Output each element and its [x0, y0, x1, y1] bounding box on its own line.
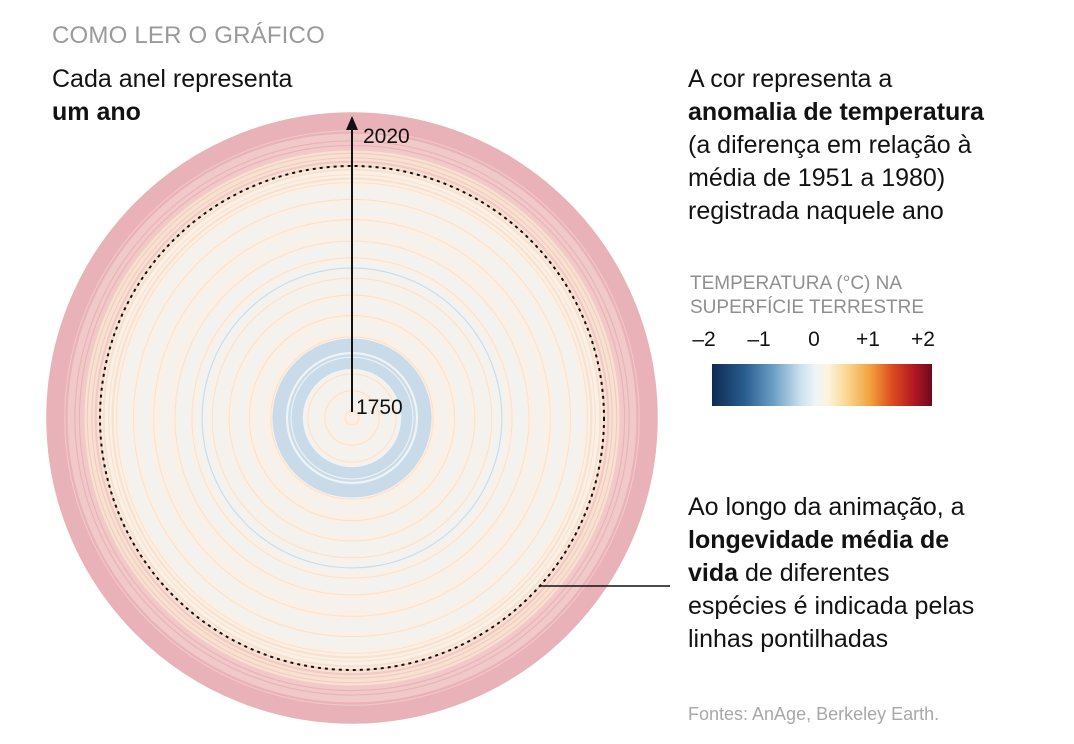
note-ring-annotation: Cada anel representa um ano [52, 63, 292, 129]
legend-title-line1: TEMPERATURA (°C) NA [690, 273, 903, 294]
note-ring-line2: um ano [52, 98, 141, 126]
year-ring [345, 411, 359, 425]
note-life-line2: longevidade média de [688, 526, 950, 554]
year-ring [46, 112, 658, 724]
note-ring-line1: Cada anel representa [52, 65, 293, 93]
note-life-line4: espécies é indicada pelas [688, 592, 975, 620]
note-color-line2: anomalia de temperatura [688, 98, 984, 126]
year-ring [47, 113, 657, 723]
color-legend: TEMPERATURA (°C) NA SUPERFÍCIE TERRESTRE… [690, 272, 970, 406]
note-color-line1: A cor representa a [688, 65, 893, 93]
year-ring [48, 114, 656, 722]
kicker-title: COMO LER O GRÁFICO [52, 22, 325, 49]
year-ring [346, 412, 358, 424]
legend-tick: +1 [856, 328, 880, 351]
source-note: Fontes: AnAge, Berkeley Earth. [688, 704, 940, 724]
lifespan-dotted-circle [99, 165, 605, 671]
legend-tick: –1 [747, 328, 771, 351]
legend-title: TEMPERATURA (°C) NA SUPERFÍCIE TERRESTRE [690, 272, 970, 320]
legend-color-bar [712, 364, 932, 406]
note-color-line4: média de 1951 a 1980) [688, 164, 946, 192]
note-color-annotation: A cor representa a anomalia de temperatu… [688, 63, 1058, 228]
legend-tick: +2 [911, 328, 935, 351]
note-color-line3: (a diferença em relação à [688, 131, 972, 159]
year-ring [347, 413, 357, 423]
year-ring [350, 416, 354, 420]
arrow-head-icon [346, 116, 358, 130]
legend-ticks: –2 –1 0 +1 +2 [690, 328, 950, 358]
year-ring [348, 414, 356, 422]
note-life-annotation: Ao longo da animação, a longevidade médi… [688, 491, 1058, 656]
legend-title-line2: SUPERFÍCIE TERRESTRE [690, 297, 925, 318]
legend-tick: 0 [808, 328, 820, 351]
note-life-line3: vida de diferentes [688, 559, 890, 587]
end-year-label: 2020 [363, 125, 410, 148]
legend-tick: –2 [692, 328, 716, 351]
start-year-label: 1750 [356, 396, 403, 419]
note-life-line5: linhas pontilhadas [688, 625, 889, 653]
note-color-line5: registrada naquele ano [688, 197, 944, 225]
note-life-line1: Ao longo da animação, a [688, 493, 965, 521]
